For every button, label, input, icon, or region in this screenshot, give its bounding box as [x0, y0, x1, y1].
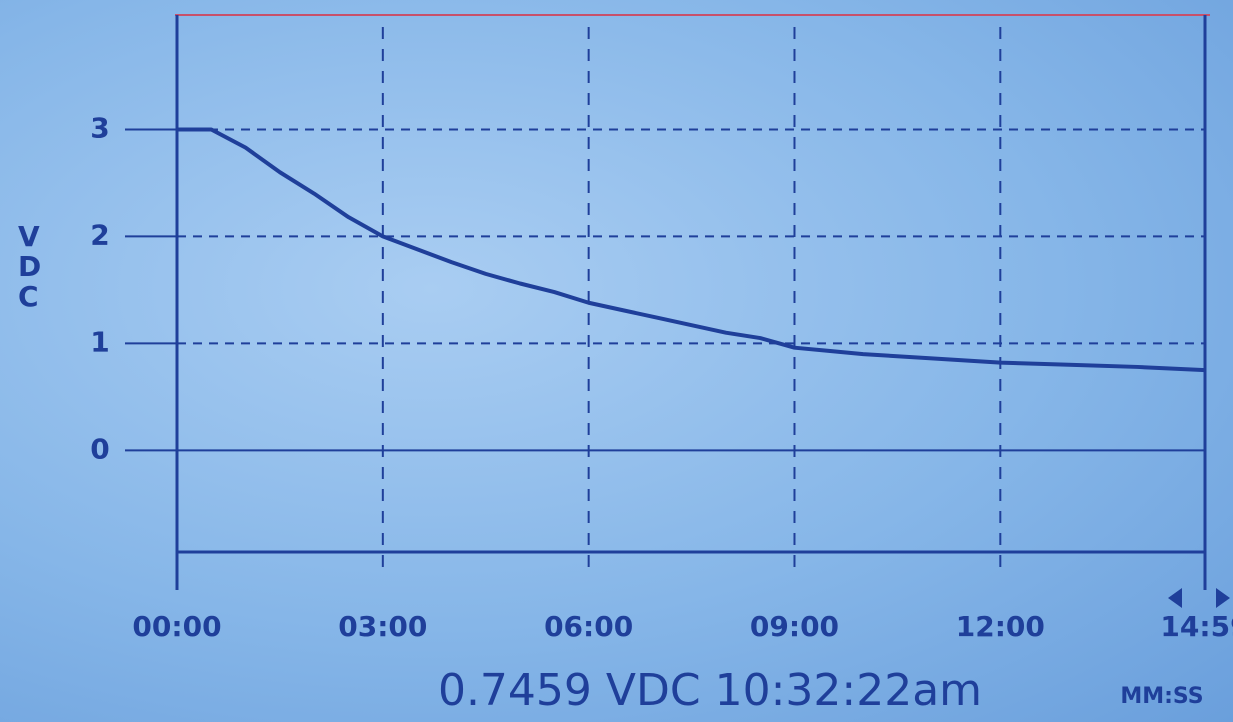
status-readout: 0.7459 VDC 10:32:22am — [438, 665, 982, 716]
y-tick-label: 1 — [90, 325, 109, 358]
scroll-arrows — [1168, 588, 1230, 608]
y-tick-label: 2 — [90, 218, 109, 251]
screen: 0.7459 VDC 10:32:22am MM:SS 0 1 2 3 00:00 03:… — [0, 0, 1233, 722]
data-line — [177, 129, 1205, 370]
y-tick-label: 0 — [90, 432, 109, 465]
y-tick-label: 3 — [90, 111, 109, 144]
x-tick-label: 00:00 — [132, 610, 221, 643]
x-tick-label: 12:00 — [956, 610, 1045, 643]
x-tick-label: 14:59 — [1160, 610, 1233, 643]
x-tick-label: 03:00 — [338, 610, 427, 643]
x-tick-label: 09:00 — [750, 610, 839, 643]
y-axis-label: VDC — [18, 222, 37, 312]
x-unit: MM:SS — [1120, 684, 1203, 709]
chart: 0.7459 VDC 10:32:22am MM:SS 0 1 2 3 00:00 03:… — [0, 0, 1233, 722]
x-tick-label: 06:00 — [544, 610, 633, 643]
